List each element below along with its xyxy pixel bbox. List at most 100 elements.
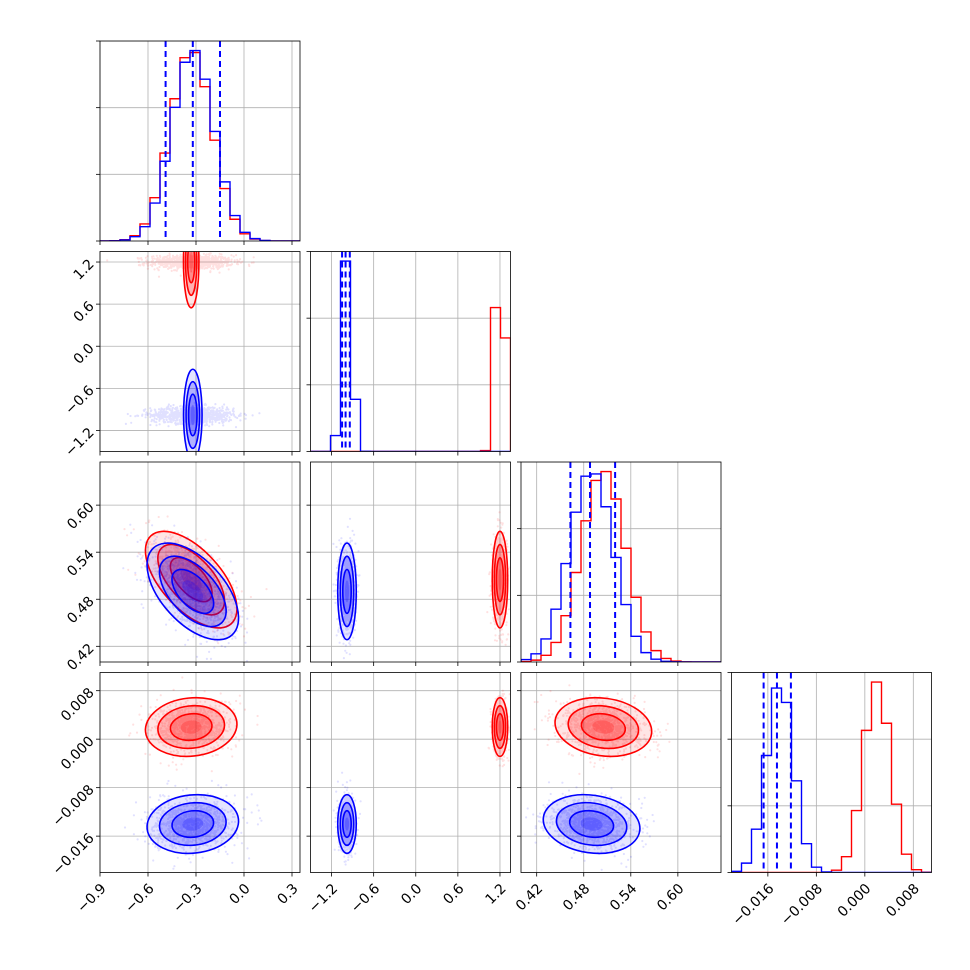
contour-fill-1 xyxy=(556,802,627,846)
contour-line-0 xyxy=(157,543,226,616)
panel-3-0: −0.016−0.008 0.000 0.008 −0.9 −0.6 −0.3 0.0 0.3 xyxy=(50,672,302,916)
panel-1-1 xyxy=(306,251,511,456)
contour-line-1 xyxy=(568,809,615,839)
panel-content xyxy=(332,511,511,660)
contour-fill-1 xyxy=(342,569,352,614)
contour-fill-0 xyxy=(568,705,639,749)
contour-line-1 xyxy=(336,542,358,641)
contour-fill-0 xyxy=(496,713,504,741)
contour-line-0 xyxy=(567,704,640,750)
x-tick-label: −0.9 xyxy=(74,881,109,916)
contour-fill-1 xyxy=(147,543,239,640)
contour-line-0 xyxy=(186,251,196,284)
contour-line-0 xyxy=(491,696,509,758)
contour-fill-0 xyxy=(592,720,615,734)
panel-frame xyxy=(520,672,722,873)
contour-line-1 xyxy=(187,393,198,437)
contour-fill-1 xyxy=(188,394,198,436)
panel-2-2 xyxy=(517,461,722,666)
panel-content xyxy=(123,676,263,870)
x-tick-label: 0.54 xyxy=(607,881,640,914)
y-tick-label: −0.008 xyxy=(50,782,98,830)
contour-fill-1 xyxy=(190,404,195,426)
contour-line-0 xyxy=(184,251,198,297)
contour-line-0 xyxy=(495,556,505,603)
x-tick-label: 0.000 xyxy=(835,881,875,921)
x-tick-label: 0.3 xyxy=(275,881,302,908)
panel-3-3: −0.016 −0.008 0.000 0.008 xyxy=(727,672,932,929)
contour-fill-1 xyxy=(172,810,214,838)
x-tick-label: 1.2 xyxy=(483,881,510,908)
histogram-1 xyxy=(100,49,300,241)
contour-fill-0 xyxy=(581,713,626,741)
contour-line-0 xyxy=(554,696,653,758)
contour-line-1 xyxy=(341,809,353,839)
contour-line-0 xyxy=(157,704,226,750)
x-tick-label: 0.0 xyxy=(398,881,425,908)
y-tick-label: −0.016 xyxy=(50,830,98,878)
contour-line-1 xyxy=(146,793,240,855)
y-tick-label: 0.008 xyxy=(58,685,98,725)
y-tick-label: −0.6 xyxy=(62,383,97,418)
contour-line-0 xyxy=(493,704,507,750)
contour-line-1 xyxy=(341,568,353,615)
contour-line-0 xyxy=(495,712,505,742)
panel-content xyxy=(310,251,511,452)
panel-frame xyxy=(310,672,511,873)
contour-fill-0 xyxy=(496,557,504,602)
y-tick-label: 0.60 xyxy=(64,499,97,532)
histogram-0 xyxy=(731,681,932,873)
x-tick-label: −0.008 xyxy=(778,881,826,929)
contour-fill-1 xyxy=(186,381,200,449)
contour-fill-1 xyxy=(182,817,204,831)
panel-2-1 xyxy=(306,461,511,666)
panel-2-0: 0.42 0.48 0.54 0.60 xyxy=(64,461,301,674)
x-tick-label: −1.2 xyxy=(306,881,341,916)
panel-content xyxy=(122,515,268,662)
contour-line-1 xyxy=(542,793,641,855)
contour-line-1 xyxy=(171,568,215,615)
panel-content xyxy=(731,672,932,873)
y-tick-label: 0.6 xyxy=(71,298,98,325)
x-tick-label: −0.3 xyxy=(170,881,205,916)
contour-line-1 xyxy=(336,793,358,855)
panel-frame xyxy=(731,672,932,873)
contour-fill-1 xyxy=(159,802,227,846)
contour-line-0 xyxy=(491,530,509,629)
contour-line-0 xyxy=(493,543,507,616)
x-tick-label: 0.42 xyxy=(513,881,546,914)
contour-fill-0 xyxy=(180,720,202,734)
contour-fill-0 xyxy=(157,705,225,749)
contour-fill-0 xyxy=(170,713,212,741)
y-tick-label: 0.54 xyxy=(64,546,97,579)
panel-0-0 xyxy=(96,40,301,245)
panel-frame xyxy=(310,461,511,663)
contour-line-1 xyxy=(339,555,355,628)
contour-fill-1 xyxy=(344,580,350,603)
panel-frame xyxy=(99,461,301,663)
contour-fill-1 xyxy=(569,810,614,838)
scatter-points-1 xyxy=(124,401,261,429)
contour-line-0 xyxy=(169,712,213,742)
contour-fill-1 xyxy=(171,569,214,614)
contour-fill-0 xyxy=(157,544,225,615)
panel-content xyxy=(525,684,671,871)
histogram-1 xyxy=(731,687,932,873)
contour-fill-0 xyxy=(555,697,652,757)
panel-content xyxy=(332,689,511,866)
x-tick-label: 0.008 xyxy=(883,881,923,921)
contour-line-0 xyxy=(580,712,627,742)
contour-line-0 xyxy=(144,696,238,758)
contour-fill-1 xyxy=(580,817,603,831)
scatter-points-0 xyxy=(106,252,255,278)
contour-fill-1 xyxy=(543,794,640,854)
contour-line-1 xyxy=(555,801,628,847)
contour-line-1 xyxy=(182,368,203,452)
x-tick-label: 0.48 xyxy=(560,881,593,914)
histogram-0 xyxy=(310,306,511,452)
y-tick-label: 0.42 xyxy=(64,641,97,674)
y-tick-label: −1.2 xyxy=(62,425,97,460)
contour-line-1 xyxy=(171,809,215,839)
panel-3-1: −1.2 −0.6 0.0 0.6 1.2 xyxy=(306,672,511,916)
